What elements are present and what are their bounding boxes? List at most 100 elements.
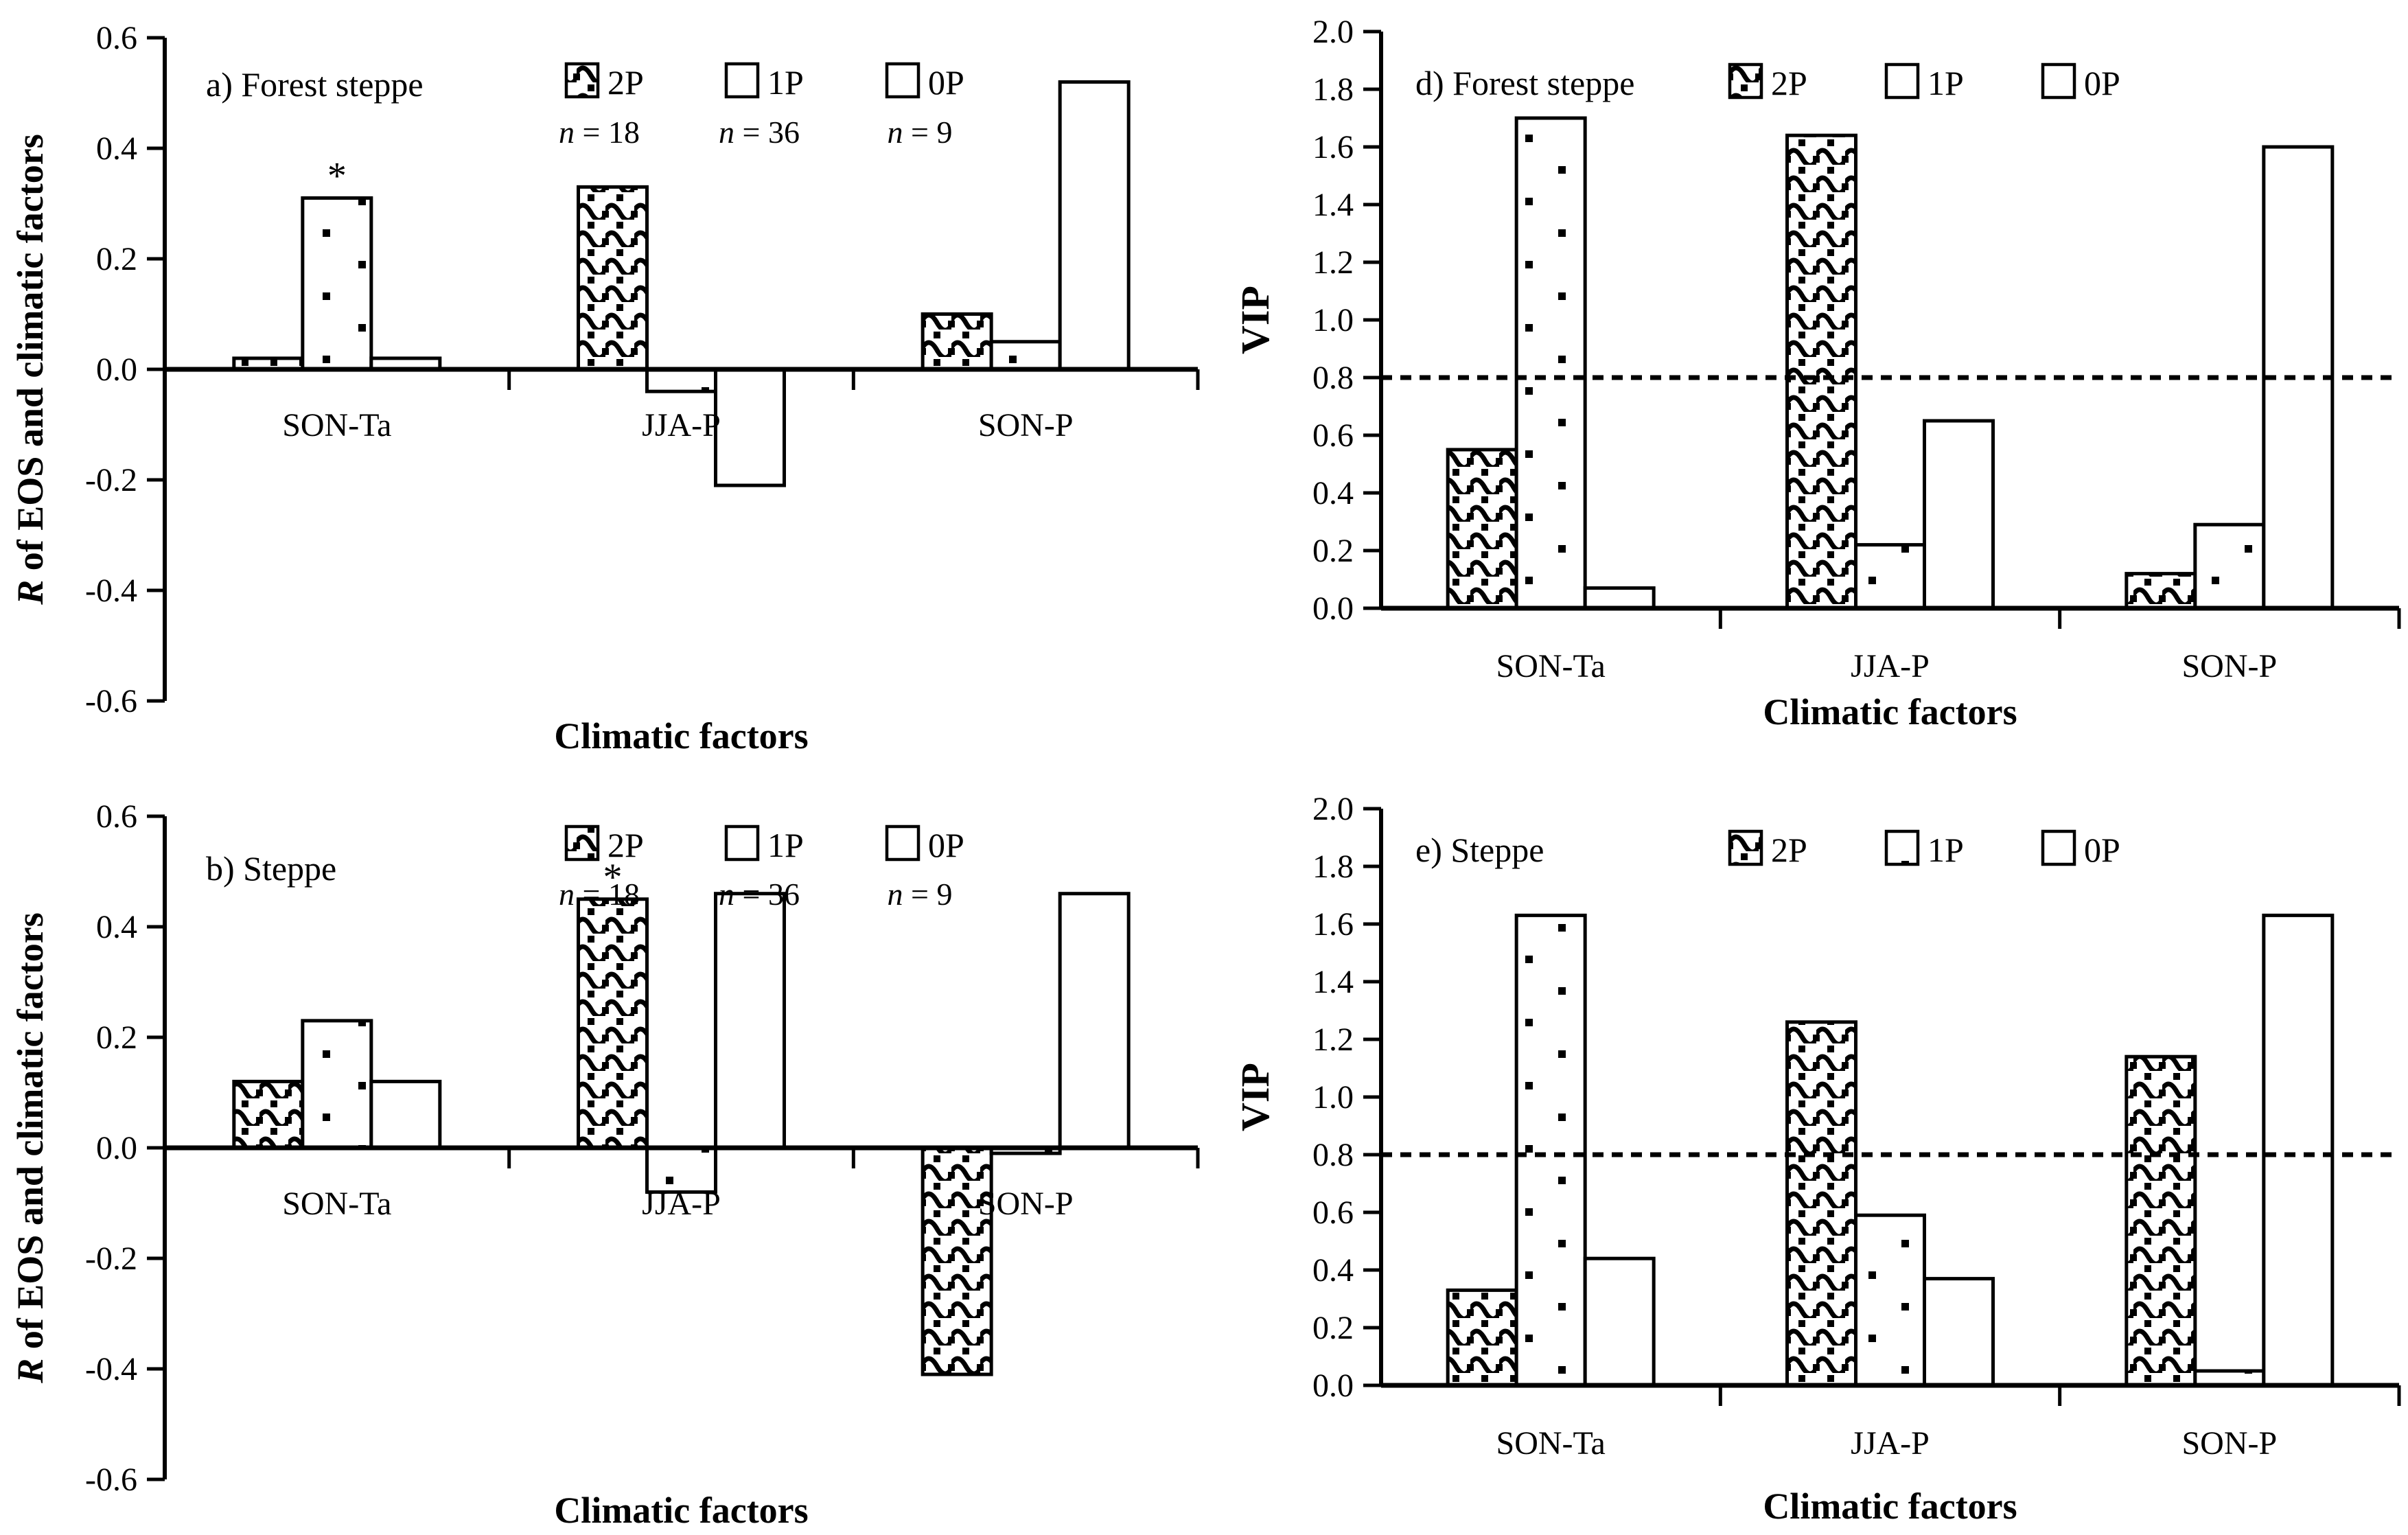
bar-1P-SON-Ta (301, 1019, 373, 1150)
y-tick-label: 1.4 (1312, 964, 1354, 1000)
y-tick-label: 0.6 (1312, 1194, 1354, 1231)
bar-1P-JJA-P (1854, 543, 1926, 610)
bar-2P-JJA-P (1785, 1020, 1857, 1387)
significance-asterisk: * (603, 856, 623, 899)
x-tick-label-SON-P: SON-P (2181, 648, 2277, 684)
legend-label-2P: 2P (1771, 64, 1807, 102)
panel-title-e: e) Steppe (1415, 831, 1544, 869)
legend-swatch-2P-icon (1728, 829, 1763, 866)
bar-1P-JJA-P (1854, 1213, 1926, 1387)
bar-2P-JJA-P (1785, 133, 1857, 610)
y-tick-label: 0.2 (1312, 1310, 1354, 1346)
y-axis-title-b: R of EOS and climatic factors (10, 912, 51, 1383)
y-tick-label: 0.4 (96, 130, 137, 167)
panel-title-a: a) Forest steppe (206, 65, 424, 104)
y-tick-label: 1.2 (1312, 244, 1354, 281)
bar-0P-SON-P (1058, 80, 1131, 371)
legend-swatch-2P-icon (1728, 62, 1763, 100)
y-tick-label: 0.4 (1312, 475, 1354, 511)
bar-0P-SON-P (2262, 913, 2335, 1387)
bar-0P-JJA-P (714, 367, 786, 487)
bar-2P-JJA-P (577, 897, 649, 1150)
bar-1P-SON-Ta (301, 196, 373, 371)
x-tick-label-SON-Ta: SON-Ta (1496, 648, 1606, 684)
x-tick-label-SON-Ta: SON-Ta (282, 407, 391, 443)
x-axis-title-d: Climatic factors (1763, 691, 2017, 732)
legend-label-0P: 0P (2084, 831, 2120, 869)
bar-2P-SON-Ta (232, 1079, 305, 1150)
y-tick-label: 0.2 (1312, 533, 1354, 569)
bar-0P-JJA-P (1923, 1277, 1995, 1387)
legend-sample-size-1P: n = 36 (719, 115, 800, 150)
y-tick-label: 0.0 (96, 351, 137, 388)
legend-swatch-2P-icon (564, 62, 600, 99)
bar-1P-SON-Ta (1514, 913, 1587, 1387)
panel-title-d: d) Forest steppe (1415, 64, 1634, 102)
x-tick-label-SON-Ta: SON-Ta (282, 1186, 391, 1222)
y-tick-label: -0.2 (85, 462, 137, 498)
y-tick-label: -0.4 (85, 1351, 137, 1387)
y-tick-label: 1.0 (1312, 1079, 1354, 1116)
x-axis-title-e: Climatic factors (1763, 1486, 2017, 1527)
y-tick-label: 0.0 (1312, 1367, 1354, 1404)
legend-label-1P: 1P (1927, 831, 1964, 869)
bar-2P-SON-P (2125, 572, 2197, 610)
legend-sample-size-0P: n = 9 (888, 115, 953, 150)
legend-swatch-1P-icon (1884, 829, 1920, 866)
y-tick-label: 2.0 (1312, 14, 1354, 50)
legend-label-1P: 1P (767, 63, 804, 102)
y-tick-label: 0.4 (1312, 1252, 1354, 1289)
x-tick-label-JJA-P: JJA-P (642, 407, 721, 443)
y-tick-label: 0.2 (96, 1019, 137, 1056)
bars-e (1446, 913, 2335, 1387)
x-tick-label-JJA-P: JJA-P (1851, 648, 1930, 684)
bars-b (232, 892, 1131, 1376)
y-tick-label: 1.8 (1312, 849, 1354, 885)
y-tick-label: 1.2 (1312, 1022, 1354, 1058)
y-tick-label: 1.6 (1312, 129, 1354, 165)
bar-1P-JJA-P (645, 1146, 717, 1194)
legend-label-2P: 2P (1771, 831, 1807, 869)
legend-sample-size-2P: n = 18 (559, 877, 640, 912)
bar-2P-SON-P (2125, 1054, 2197, 1387)
y-tick-label: 0.2 (96, 241, 137, 277)
x-tick-label-SON-P: SON-P (978, 407, 1074, 443)
y-tick-label: 0.8 (1312, 360, 1354, 396)
bar-2P-SON-P (921, 1146, 993, 1376)
legend-swatch-0P-icon (885, 824, 921, 862)
x-axis-title-a: Climatic factors (554, 715, 808, 757)
x-tick-label-JJA-P: JJA-P (1851, 1425, 1930, 1462)
bar-1P-SON-P (2193, 522, 2266, 610)
legend-swatch-1P-icon (724, 824, 760, 862)
bar-1P-SON-Ta (1514, 116, 1587, 610)
bar-0P-SON-Ta (1583, 1256, 1656, 1387)
legend-swatch-0P-icon (885, 62, 921, 99)
y-tick-label: 0.0 (1312, 590, 1354, 627)
bar-0P-SON-Ta (369, 1079, 442, 1150)
bar-0P-JJA-P (714, 892, 786, 1150)
y-tick-label: -0.4 (85, 573, 137, 609)
bar-2P-JJA-P (577, 185, 649, 371)
bar-0P-SON-P (1058, 892, 1131, 1150)
legend-swatch-1P-icon (1884, 62, 1920, 100)
y-tick-label: 0.0 (96, 1130, 137, 1166)
y-axis-title-d: VIP (1233, 286, 1277, 354)
y-axis-title-e: VIP (1233, 1063, 1277, 1131)
y-tick-label: 0.6 (96, 798, 137, 835)
y-tick-label: 0.6 (96, 20, 137, 56)
y-tick-label: 0.6 (1312, 417, 1354, 454)
y-axis-title-a: R of EOS and climatic factors (10, 134, 51, 605)
panel-e: SON-Ta JJA-P SON-P 2.0 1.8 1.6 1.4 1.2 1.0 0.8 0.6… (1233, 791, 2401, 1527)
legend-sample-size-1P: n = 36 (719, 877, 800, 912)
legend-swatch-0P-icon (2041, 829, 2076, 866)
legend-label-1P: 1P (1927, 64, 1964, 102)
y-tick-label: -0.6 (85, 683, 137, 719)
x-tick-label-SON-Ta: SON-Ta (1496, 1425, 1606, 1462)
legend-label-1P: 1P (767, 826, 804, 864)
x-tick-label-SON-P: SON-P (2181, 1425, 2277, 1462)
bar-2P-SON-P (921, 312, 993, 371)
bars-d (1446, 116, 2335, 610)
bar-1P-JJA-P (645, 367, 717, 393)
